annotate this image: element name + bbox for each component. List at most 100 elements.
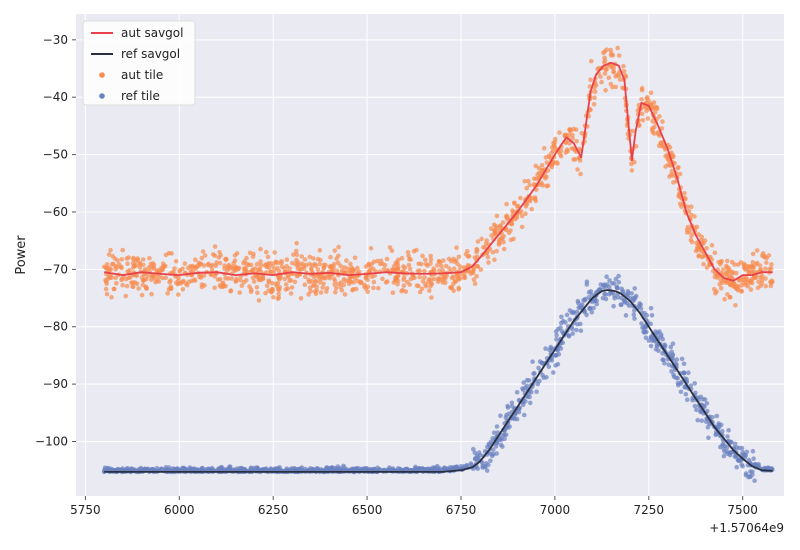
scatter-point [744, 449, 750, 455]
scatter-point [262, 263, 268, 268]
scatter-point [552, 139, 558, 145]
scatter-point [754, 248, 760, 253]
scatter-point [342, 269, 347, 275]
scatter-point [320, 285, 326, 290]
line-ref-savgol [104, 289, 773, 473]
legend-swatch [99, 72, 105, 78]
scatter-point [271, 295, 276, 300]
scatter-point [714, 413, 720, 419]
grid [76, 14, 784, 496]
scatter-point [667, 145, 673, 150]
scatter-point [735, 457, 741, 463]
scatter-point [502, 432, 507, 438]
scatter-point [530, 359, 535, 365]
scatter-point [575, 167, 580, 172]
scatter-point [757, 263, 763, 268]
scatter-point [371, 279, 377, 285]
scatter-point [479, 460, 485, 466]
scatter-point [746, 268, 752, 273]
scatter-point [290, 260, 295, 266]
scatter-point [749, 264, 755, 270]
scatter-point [430, 268, 435, 274]
scatter-point [317, 276, 323, 282]
scatter-point [696, 247, 702, 253]
scatter-point [250, 275, 256, 281]
scatter-point [485, 254, 491, 260]
scatter-point [250, 267, 255, 272]
scatter-point [255, 290, 260, 296]
scatter-point [524, 383, 530, 389]
scatter-point [752, 462, 758, 467]
scatter-point [238, 277, 243, 283]
x-tick-label: 6250 [258, 503, 289, 517]
scatter-point [368, 246, 374, 251]
scatter-point [526, 178, 531, 184]
scatter-point [307, 279, 312, 285]
scatter-point [156, 275, 161, 280]
scatter-point [328, 466, 333, 472]
scatter-point [543, 346, 548, 351]
scatter-point [474, 247, 480, 253]
scatter-point [352, 255, 358, 261]
scatter-point [390, 290, 396, 296]
scatter-point [163, 252, 169, 258]
scatter-point [294, 240, 300, 246]
y-tick-label: −40 [43, 90, 68, 104]
scatter-point [116, 261, 122, 267]
scatter-point [529, 195, 535, 201]
scatter-point [327, 275, 333, 281]
scatter-point [324, 465, 330, 470]
scatter-point [226, 276, 231, 281]
scatter-point [637, 123, 642, 128]
scatter-point [391, 280, 397, 285]
scatter-point [317, 248, 323, 253]
scatter-point [500, 220, 506, 225]
scatter-point [692, 214, 697, 219]
scatter-point [677, 171, 683, 177]
scatter-point [142, 277, 147, 283]
scatter-point [475, 466, 481, 472]
scatter-point [127, 268, 132, 273]
scatter-point [234, 276, 239, 282]
scatter-point [533, 163, 538, 169]
scatter-point [560, 318, 566, 324]
scatter-point [769, 278, 775, 284]
scatter-point [621, 63, 626, 69]
scatter-point [557, 130, 562, 135]
scatter-point [501, 246, 507, 252]
scatter-point [679, 204, 684, 209]
scatter-point [150, 261, 156, 266]
scatter-point [315, 267, 321, 272]
scatter-point [285, 286, 291, 291]
scatter-point [701, 261, 706, 267]
scatter-point [406, 262, 412, 268]
scatter-point [209, 267, 215, 273]
scatter-point [449, 285, 454, 290]
scatter-point [676, 193, 682, 198]
scatter-point [515, 204, 520, 209]
scatter-point [336, 253, 341, 259]
scatter-point [717, 282, 722, 287]
scatter-point [570, 136, 575, 141]
scatter-point [659, 126, 665, 131]
scatter-point [367, 467, 373, 472]
scatter-point [389, 248, 395, 253]
scatter-point [258, 263, 264, 268]
scatter-point [623, 73, 628, 78]
scatter-point [559, 314, 564, 320]
scatter-point [454, 274, 460, 280]
scatter-point [720, 267, 726, 272]
scatter-point [256, 277, 262, 283]
scatter-point [353, 286, 359, 292]
scatter-point [258, 259, 263, 264]
scatter-point [524, 377, 530, 383]
scatter-point [104, 281, 109, 286]
scatter-point [125, 261, 130, 267]
scatter-point [149, 277, 154, 283]
scatter-point [584, 279, 590, 285]
scatter-point [570, 331, 575, 336]
scatter-point [193, 257, 198, 263]
scatter-point [123, 293, 129, 299]
scatter-point [201, 273, 207, 278]
scatter-point [212, 285, 217, 291]
